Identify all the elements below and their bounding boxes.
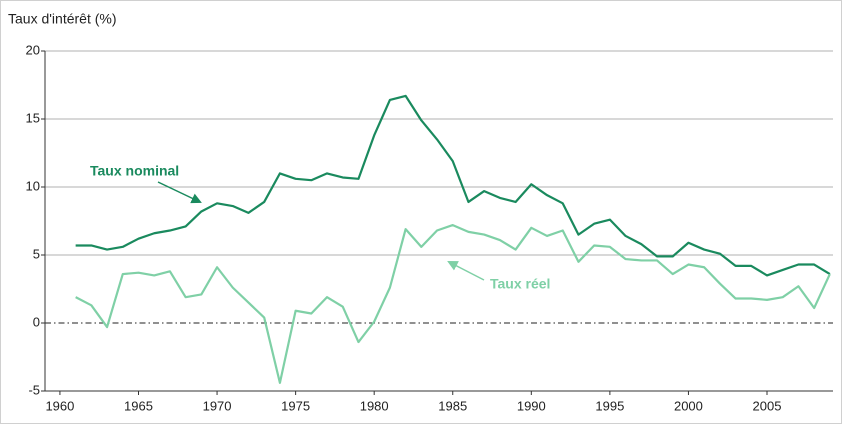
y-tick-label: 15 bbox=[26, 110, 40, 125]
annotation-arrow bbox=[157, 181, 202, 204]
x-tick-label: 2000 bbox=[674, 398, 703, 413]
x-tick-label: 1970 bbox=[203, 398, 232, 413]
annotation-arrow bbox=[447, 261, 485, 281]
x-tick-label: 1965 bbox=[124, 398, 153, 413]
y-tick-label: 5 bbox=[33, 246, 40, 261]
x-tick-label: 1995 bbox=[595, 398, 624, 413]
line-series bbox=[75, 94, 831, 277]
line-series bbox=[75, 223, 831, 384]
x-tick-label: 1990 bbox=[517, 398, 546, 413]
x-tick-label: 1975 bbox=[281, 398, 310, 413]
x-tick-label: 1985 bbox=[438, 398, 467, 413]
y-tick-label: -5 bbox=[28, 382, 40, 397]
x-tick-label: 2005 bbox=[753, 398, 782, 413]
series-label: Taux réel bbox=[490, 276, 550, 292]
y-axis-title: Taux d'intérêt (%) bbox=[8, 11, 117, 27]
x-tick-label: 1960 bbox=[45, 398, 74, 413]
y-tick-label: 0 bbox=[33, 314, 40, 329]
y-tick-label: 20 bbox=[26, 42, 40, 57]
x-tick-label: 1980 bbox=[360, 398, 389, 413]
series-label: Taux nominal bbox=[90, 163, 179, 179]
y-tick-label: 10 bbox=[26, 178, 40, 193]
